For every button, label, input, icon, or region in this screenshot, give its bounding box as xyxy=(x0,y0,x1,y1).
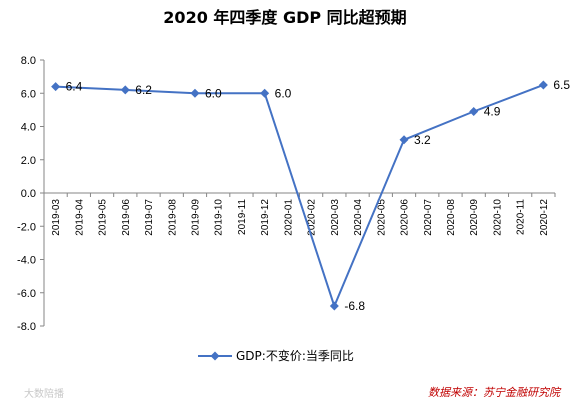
x-tick-label: 2020-04 xyxy=(353,199,364,236)
x-tick-label: 2020-07 xyxy=(423,199,434,236)
x-tick-label: 2020-08 xyxy=(446,199,457,236)
data-label: 6.0 xyxy=(275,86,292,100)
y-tick-label: 2.0 xyxy=(21,155,36,167)
x-tick-label: 2020-11 xyxy=(516,199,527,235)
y-tick-label: -4.0 xyxy=(17,255,36,267)
x-tick-label: 2019-03 xyxy=(51,199,62,236)
data-point xyxy=(469,107,479,117)
x-tick-label: 2020-09 xyxy=(469,199,480,236)
x-tick-label: 2019-07 xyxy=(144,199,155,236)
x-tick-label: 2019-11 xyxy=(237,199,248,235)
legend: GDP:不变价:当季同比 xyxy=(198,348,354,363)
data-label: 4.9 xyxy=(484,105,501,119)
data-point xyxy=(260,88,270,98)
y-tick-label: -2.0 xyxy=(17,221,36,233)
x-tick-label: 2020-05 xyxy=(376,199,387,236)
x-tick-label: 2020-06 xyxy=(400,199,411,236)
x-tick-label: 2020-12 xyxy=(539,199,550,236)
data-label: 6.2 xyxy=(135,83,152,97)
chart-title: 2020 年四季度 GDP 同比超预期 xyxy=(163,8,406,27)
x-tick-label: 2019-08 xyxy=(167,199,178,236)
x-tick-label: 2019-09 xyxy=(190,199,201,236)
data-point xyxy=(120,85,130,95)
y-tick-label: 6.0 xyxy=(21,88,36,100)
data-label: 3.2 xyxy=(414,133,431,147)
y-tick-label: 0.0 xyxy=(21,188,36,200)
watermark: 大数陪播 xyxy=(24,387,64,400)
data-label: -6.8 xyxy=(344,299,365,313)
legend-label: GDP:不变价:当季同比 xyxy=(236,348,354,363)
source-note: 数据来源：苏宁金融研究院 xyxy=(428,386,562,399)
data-label: 6.4 xyxy=(66,80,83,94)
data-labels: 6.4 6.2 6.0 6.0 -6.8 3.2 4.9 6.5 xyxy=(66,78,571,313)
data-label: 6.0 xyxy=(205,86,222,100)
data-point xyxy=(51,82,61,92)
x-tick-label: 2019-10 xyxy=(214,199,225,236)
x-axis: 2019-03 2019-04 2019-05 2019-06 2019-07 2019-… xyxy=(43,192,556,236)
data-point xyxy=(190,88,200,98)
x-tick-label: 2019-12 xyxy=(260,199,271,236)
x-tick-label: 2019-05 xyxy=(98,199,109,236)
x-tick-label: 2020-10 xyxy=(492,199,503,236)
data-point xyxy=(538,80,548,90)
x-tick-label: 2020-01 xyxy=(283,199,294,236)
y-tick-label: -8.0 xyxy=(17,321,36,333)
y-tick-label: 8.0 xyxy=(21,55,36,67)
x-tick-label: 2019-04 xyxy=(74,199,85,236)
x-tick-label: 2020-02 xyxy=(307,199,318,236)
series-gdp xyxy=(51,80,548,311)
x-tick-label: 2020-03 xyxy=(330,199,341,236)
x-tick-label: 2019-06 xyxy=(121,199,132,236)
series-line xyxy=(55,83,544,309)
y-axis: 8.0 6.0 4.0 2.0 0.0 -2.0 -4.0 -6.0 -8.0 xyxy=(17,55,45,333)
legend-marker xyxy=(210,351,220,361)
data-point xyxy=(329,301,339,311)
data-label: 6.5 xyxy=(553,78,570,92)
y-tick-label: 4.0 xyxy=(21,122,36,134)
data-point xyxy=(399,135,409,145)
y-tick-label: -6.0 xyxy=(17,288,36,300)
